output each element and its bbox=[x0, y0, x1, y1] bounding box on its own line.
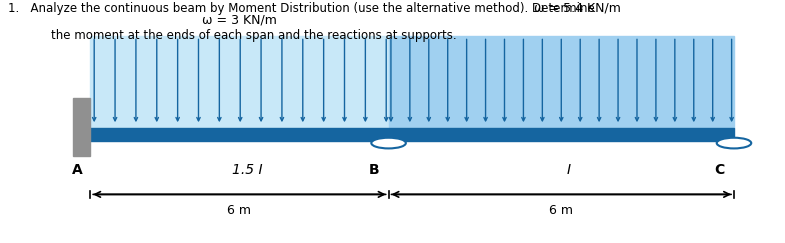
Text: ω = 5.4 KN/m: ω = 5.4 KN/m bbox=[534, 2, 620, 15]
Text: B: B bbox=[368, 163, 379, 177]
Circle shape bbox=[717, 138, 751, 148]
Bar bbox=[73, 98, 90, 156]
Bar bbox=[90, 36, 389, 128]
Text: I: I bbox=[567, 163, 571, 177]
Text: 1.5 I: 1.5 I bbox=[232, 163, 263, 177]
Text: the moment at the ends of each span and the reactions at supports.: the moment at the ends of each span and … bbox=[51, 29, 457, 42]
Text: ω = 3 KN/m: ω = 3 KN/m bbox=[202, 14, 277, 27]
Bar bbox=[90, 128, 734, 141]
Text: 6 m: 6 m bbox=[550, 204, 573, 217]
Text: 6 m: 6 m bbox=[228, 204, 251, 217]
Text: 1.   Analyze the continuous beam by Moment Distribution (use the alternative met: 1. Analyze the continuous beam by Moment… bbox=[8, 2, 594, 15]
Text: C: C bbox=[714, 163, 725, 177]
Bar bbox=[389, 36, 734, 128]
Text: A: A bbox=[71, 163, 82, 177]
Circle shape bbox=[371, 138, 406, 148]
